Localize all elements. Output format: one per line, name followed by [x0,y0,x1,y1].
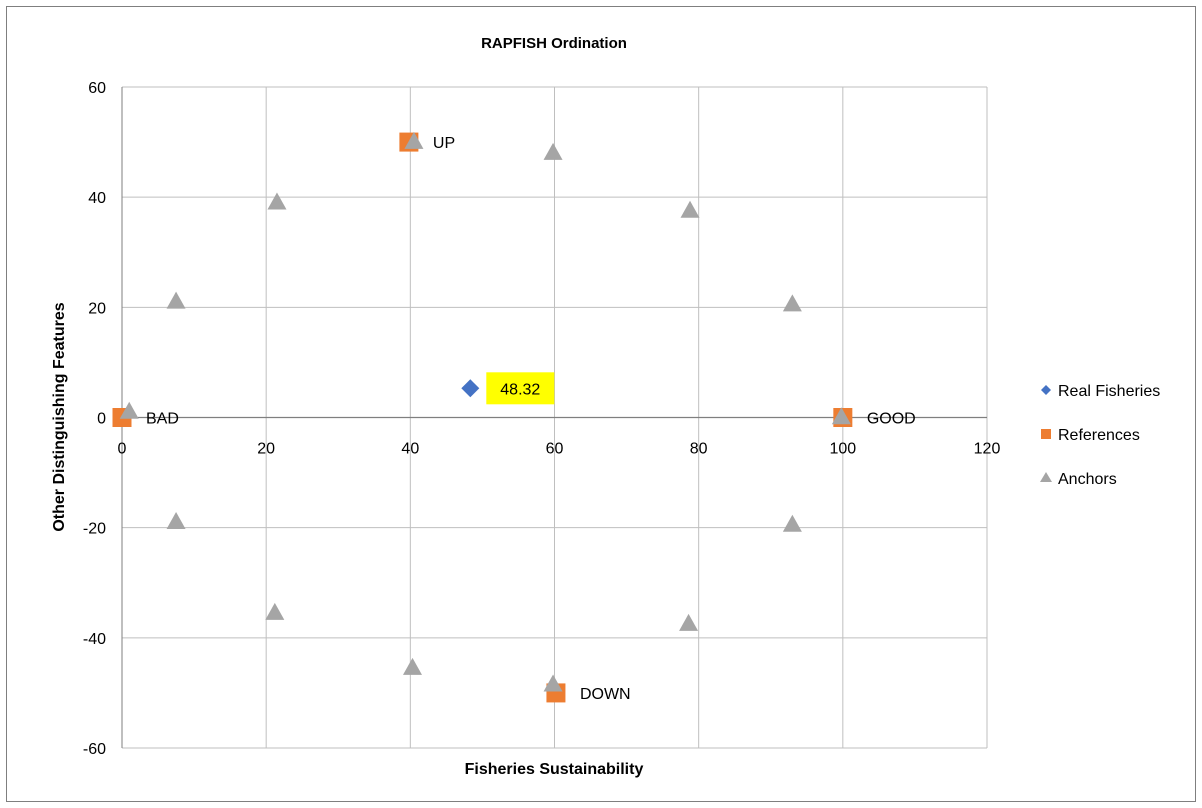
legend-label: Anchors [1058,471,1117,488]
legend-entry: Real Fisheries [1041,383,1160,400]
x-tick-label: 120 [974,441,1001,458]
anchor-point [543,674,563,692]
anchor-point [543,142,563,160]
x-tick-label: 40 [401,441,419,458]
chart-title: RAPFISH Ordination [481,35,627,52]
x-tick-label: 0 [118,441,127,458]
real-fisheries-data-label: 48.32 [486,372,555,405]
y-tick-label: 20 [88,300,106,317]
anchor-point [782,514,802,532]
y-tick-label: 60 [88,80,106,97]
data-labels: 48.32 BAD GOOD UP DOWN [146,135,916,703]
chart-frame [6,6,1196,802]
legend-label: Real Fisheries [1058,383,1160,400]
x-tick-label: 20 [257,441,275,458]
legend-square-icon [1041,429,1051,439]
legend-entry: References [1041,427,1140,444]
anchor-point [680,200,700,218]
anchor-point [166,291,186,309]
legend-label: References [1058,427,1140,444]
anchor-point [267,192,287,210]
x-tick-label: 80 [690,441,708,458]
anchor-point [166,511,186,529]
reference-label: BAD [146,411,179,428]
data-label-text: 48.32 [500,381,540,398]
tick-labels: 0 20 40 60 80 100 120 -60 -40 -20 0 20 40 60 [83,80,1001,758]
legend-entry: Anchors [1040,471,1117,488]
anchor-point [265,602,285,620]
data-label-highlight [486,372,555,405]
anchor-point [404,131,424,149]
x-tick-label: 60 [546,441,564,458]
x-axis-title: Fisheries Sustainability [465,761,644,778]
legend-diamond-icon [1041,385,1051,395]
anchor-point [679,613,699,631]
reference-label: GOOD [867,411,916,428]
real-fisheries-point [461,379,480,398]
y-tick-label: -20 [83,521,106,538]
anchor-point [402,657,422,675]
y-tick-label: 40 [88,190,106,207]
data-marks [112,131,853,703]
x-tick-label: 100 [829,441,856,458]
anchor-point [782,294,802,312]
reference-label: UP [433,135,455,152]
anchor-point [119,401,139,419]
y-axis-title: Other Distinguishing Features [51,302,68,531]
anchor-point [831,407,851,425]
y-tick-label: -60 [83,741,106,758]
y-tick-label: -40 [83,631,106,648]
y-tick-label: 0 [97,411,106,428]
legend-triangle-icon [1040,472,1052,482]
legend: Real Fisheries References Anchors [1040,383,1160,488]
reference-label: DOWN [580,686,631,703]
